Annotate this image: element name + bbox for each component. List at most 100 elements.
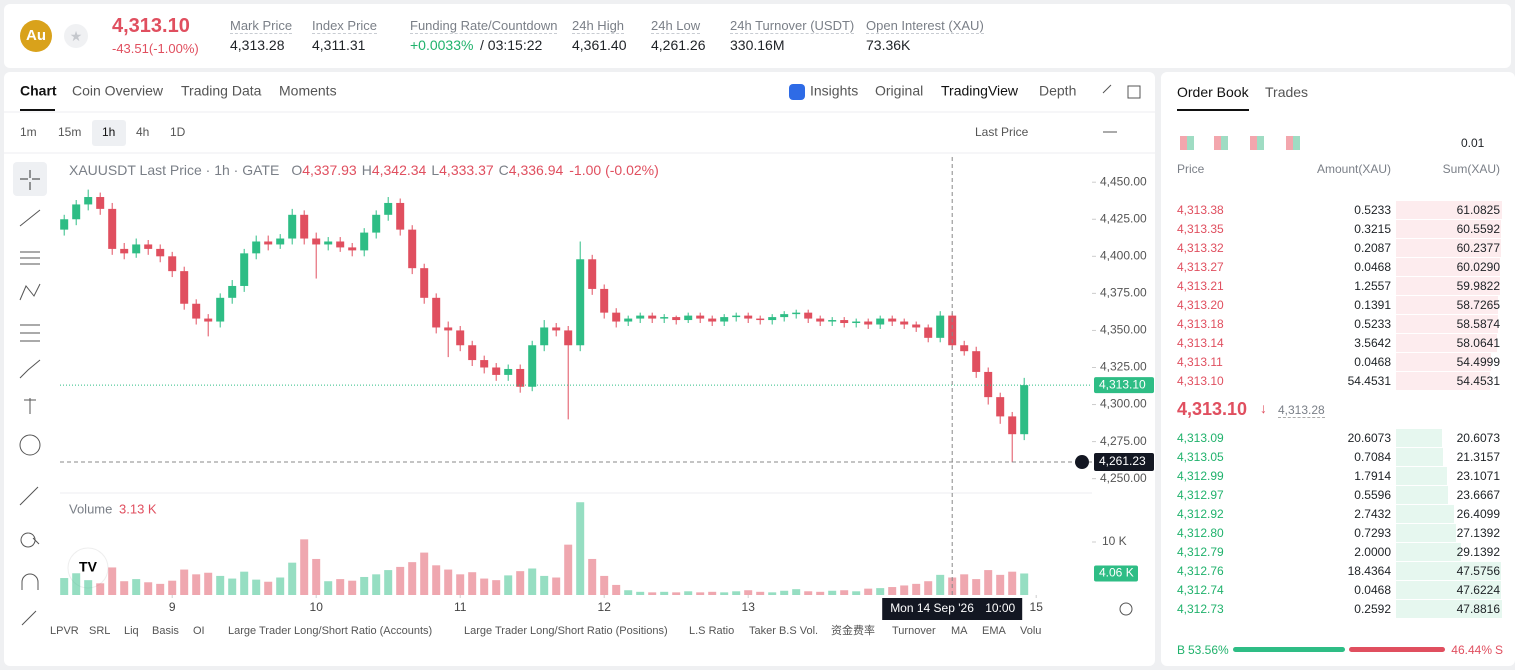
interval[interactable]: 1D <box>170 125 186 139</box>
book-price[interactable]: 4,313.10 <box>1177 374 1224 388</box>
crosshair-date: Mon 14 Sep '26 <box>890 601 974 615</box>
indicator-tab[interactable]: Taker B.S Vol. <box>749 625 818 637</box>
candle-body <box>852 321 861 324</box>
indicator-tab[interactable]: SRL <box>89 625 110 637</box>
book-price[interactable]: 4,312.79 <box>1177 545 1224 559</box>
candle-body <box>972 351 981 372</box>
view-tab[interactable]: TradingView <box>941 83 1019 99</box>
view-tab[interactable]: Depth <box>1039 83 1076 99</box>
book-price[interactable]: 4,313.27 <box>1177 260 1224 274</box>
book-amount: 0.5233 <box>1354 203 1391 217</box>
book-price[interactable]: 4,313.14 <box>1177 336 1224 350</box>
indicator-tab[interactable]: Turnover <box>892 625 936 637</box>
indicator-tab[interactable]: L.S Ratio <box>689 625 734 637</box>
mid-price: 4,313.10 <box>1177 399 1248 419</box>
indicator-tab[interactable]: Liq <box>124 625 139 637</box>
interval[interactable]: 4h <box>136 125 149 139</box>
book-amount: 0.5233 <box>1354 317 1391 331</box>
book-price[interactable]: 4,313.20 <box>1177 298 1224 312</box>
volume-bar <box>756 591 765 595</box>
book-price[interactable]: 4,312.97 <box>1177 488 1224 502</box>
volume-bar <box>480 578 489 595</box>
book-price[interactable]: 4,313.09 <box>1177 431 1224 445</box>
book-price[interactable]: 4,312.73 <box>1177 602 1224 616</box>
volume-bar <box>384 570 393 595</box>
chart-tab[interactable]: Chart <box>20 83 57 99</box>
indicator-tab[interactable]: Large Trader Long/Short Ratio (Accounts) <box>228 625 432 637</box>
candle-body <box>1020 385 1029 435</box>
depth-bar <box>1396 201 1502 219</box>
book-tab[interactable]: Trades <box>1265 84 1309 100</box>
candle-body <box>312 238 321 245</box>
indicator-tab[interactable]: LPVR <box>50 625 79 637</box>
chart-tab[interactable]: Moments <box>279 83 337 99</box>
indicator-tab[interactable]: OI <box>193 625 205 637</box>
book-amount: 0.7293 <box>1354 526 1391 540</box>
precision[interactable]: 0.01 <box>1461 136 1485 150</box>
volume-bar <box>72 573 81 595</box>
indicator-tab[interactable]: MA <box>951 625 968 637</box>
buy-bar <box>1233 647 1345 652</box>
settings-icon[interactable] <box>1119 602 1133 616</box>
candle-body <box>660 317 669 319</box>
chart-tab[interactable]: Trading Data <box>181 83 262 99</box>
layout-icon[interactable] <box>1286 136 1300 150</box>
book-price[interactable]: 4,312.76 <box>1177 564 1224 578</box>
book-sum: 29.1392 <box>1456 545 1500 559</box>
book-price[interactable]: 4,313.38 <box>1177 203 1224 217</box>
candle-body <box>828 320 837 322</box>
candle-body <box>1008 416 1017 435</box>
indicator-tab[interactable]: 资金费率 <box>831 623 875 637</box>
interval[interactable]: 1m <box>20 125 37 139</box>
book-price[interactable]: 4,313.35 <box>1177 222 1224 236</box>
indicator-tab[interactable]: Basis <box>152 625 179 637</box>
book-price[interactable]: 4,312.74 <box>1177 583 1224 597</box>
tool-crosshair[interactable] <box>13 162 47 196</box>
book-price[interactable]: 4,313.21 <box>1177 279 1224 293</box>
layout-icon[interactable] <box>1250 136 1264 150</box>
candle-body <box>444 327 453 331</box>
candle-body <box>132 244 141 254</box>
candle-body <box>864 321 873 325</box>
price-type[interactable]: Last Price <box>975 125 1029 139</box>
candle-body <box>108 208 117 249</box>
candle-body <box>396 202 405 230</box>
volume-bar <box>504 575 513 595</box>
view-tab[interactable]: Original <box>875 83 923 99</box>
volume-bar <box>720 592 729 595</box>
crosshair-date-tag <box>882 598 1023 620</box>
indicator-tab[interactable]: Large Trader Long/Short Ratio (Positions… <box>464 625 668 637</box>
favorite-star[interactable]: ★ <box>64 24 88 48</box>
indicator-tab[interactable]: Volu <box>1020 625 1041 637</box>
volume-bar <box>360 576 369 595</box>
stat-value: 73.36K <box>866 37 911 53</box>
book-tab[interactable]: Order Book <box>1177 84 1249 100</box>
candle-body <box>552 327 561 331</box>
book-price[interactable]: 4,313.11 <box>1177 355 1223 369</box>
depth-bar <box>1396 600 1502 618</box>
volume-bar <box>1008 571 1017 595</box>
depth-bar <box>1396 277 1501 295</box>
candle-body <box>432 297 441 328</box>
book-price[interactable]: 4,313.32 <box>1177 241 1224 255</box>
volume-bar <box>768 592 777 595</box>
book-price[interactable]: 4,313.05 <box>1177 450 1224 464</box>
layout-icon[interactable] <box>1214 136 1228 150</box>
view-tab[interactable]: Insights <box>810 83 858 99</box>
legend-change: -1.00 (-0.02%) <box>569 162 658 178</box>
tool-emoji[interactable] <box>19 434 41 456</box>
chart-tab[interactable]: Coin Overview <box>72 83 164 99</box>
book-price[interactable]: 4,312.99 <box>1177 469 1224 483</box>
indicator-tab[interactable]: EMA <box>982 625 1007 637</box>
interval[interactable]: 15m <box>58 125 81 139</box>
depth-bar <box>1396 220 1502 238</box>
interval[interactable]: 1h <box>102 125 115 139</box>
add-alert[interactable] <box>1075 455 1089 470</box>
layout-icon[interactable] <box>1180 136 1194 150</box>
volume-bar <box>732 591 741 595</box>
book-price[interactable]: 4,313.18 <box>1177 317 1224 331</box>
tool-icons <box>19 486 40 626</box>
book-price[interactable]: 4,312.92 <box>1177 507 1224 521</box>
book-sum: 23.1071 <box>1456 469 1500 483</box>
book-price[interactable]: 4,312.80 <box>1177 526 1224 540</box>
